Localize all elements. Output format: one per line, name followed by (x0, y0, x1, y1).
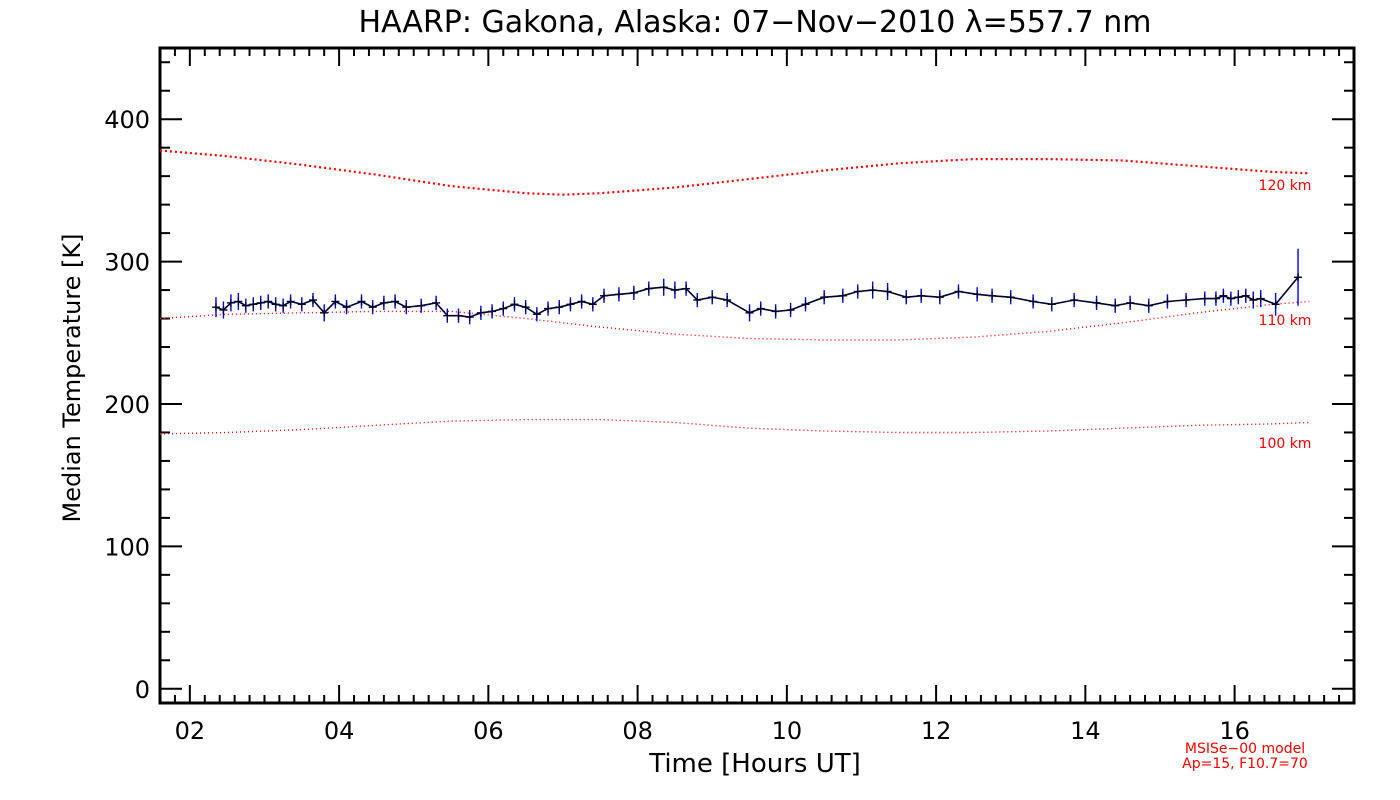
model-curve-120km (159, 149, 1310, 196)
plot-frame (158, 46, 1356, 705)
x-tick-label: 16 (1219, 717, 1250, 745)
x-axis-label: Time [Hours UT] (648, 749, 861, 779)
x-tick-label: 06 (473, 717, 504, 745)
x-tick-label: 14 (1070, 717, 1101, 745)
model-curves (159, 149, 1310, 435)
model-label-120km: 120 km (1259, 178, 1312, 194)
model-curve-100km (159, 418, 1310, 435)
y-tick-label: 0 (135, 676, 150, 704)
axis-ticks: 02 04 06 08 10 12 14 16 0 100 200 300 400 (104, 48, 1355, 745)
x-tick-label: 10 (772, 717, 803, 745)
model-note-params: Ap=15, F10.7=70 (1182, 756, 1308, 772)
model-curve-110km (159, 300, 1310, 341)
y-tick-label: 400 (104, 106, 150, 134)
y-axis-label: Median Temperature [K] (58, 233, 86, 522)
x-tick-label: 08 (622, 717, 653, 745)
measured-series (211, 248, 1303, 325)
x-tick-label: 12 (921, 717, 952, 745)
x-tick-label: 02 (175, 717, 206, 745)
y-tick-label: 100 (104, 533, 150, 561)
model-note-msis: MSISe−00 model (1185, 741, 1305, 757)
y-tick-label: 200 (104, 391, 150, 419)
x-tick-label: 04 (324, 717, 355, 745)
chart-title: HAARP: Gakona, Alaska: 07−Nov−2010 λ=557… (359, 5, 1152, 40)
model-label-100km: 100 km (1259, 436, 1312, 452)
y-tick-label: 300 (104, 249, 150, 277)
model-label-110km: 110 km (1259, 313, 1312, 329)
measured-line (215, 276, 1299, 318)
